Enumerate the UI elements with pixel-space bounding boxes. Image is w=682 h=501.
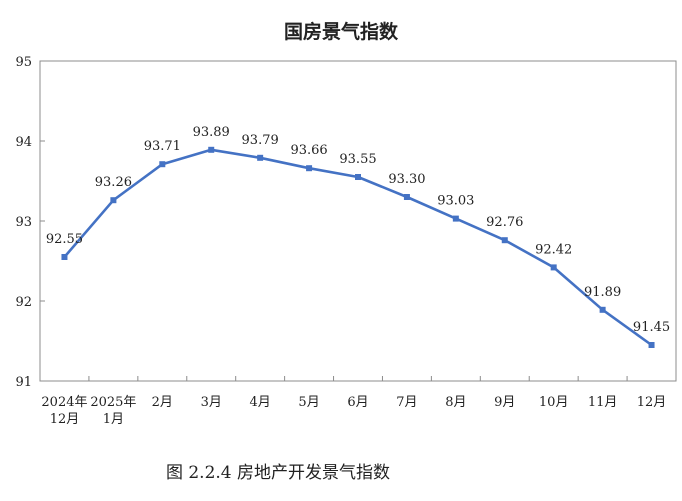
x-tick-label: 5月 — [298, 395, 319, 410]
x-tick-label: 12月 — [50, 412, 80, 427]
data-point — [306, 165, 313, 172]
x-tick-label: 6月 — [347, 395, 368, 410]
data-label: 92.76 — [486, 215, 523, 230]
x-tick-label: 1月 — [103, 412, 124, 427]
axes — [39, 60, 677, 382]
figure-caption: 图 2.2.4 房地产开发景气指数 — [166, 463, 390, 483]
data-point — [110, 197, 117, 204]
data-label: 93.55 — [339, 152, 376, 167]
x-tick-label: 4月 — [250, 395, 271, 410]
y-tick-label: 91 — [15, 375, 32, 390]
x-tick-labels: 2024年 12月 2025年 1月 2月 3月 4月 5月 6月 7月 8月 9月 10月 11月 12月 — [41, 395, 666, 427]
x-tick-label: 8月 — [445, 395, 466, 410]
data-point — [550, 264, 557, 271]
data-point — [355, 174, 361, 180]
data-point — [208, 146, 215, 153]
data-label: 92.42 — [535, 242, 572, 257]
y-tick-label: 94 — [15, 135, 32, 150]
chart-title: 国房景气指数 — [284, 20, 399, 43]
data-label: 93.79 — [242, 133, 279, 148]
y-tick-labels: 91 92 93 94 95 — [15, 55, 32, 390]
data-point — [648, 342, 655, 348]
y-tick-label: 95 — [15, 55, 32, 70]
plot-frame — [39, 60, 677, 382]
data-label: 93.30 — [388, 172, 425, 187]
data-labels: 92.55 93.26 93.71 93.89 93.79 93.66 93.55 93.30… — [46, 125, 670, 335]
data-label: 92.55 — [46, 232, 83, 247]
data-label: 91.45 — [633, 320, 670, 335]
data-label: 93.71 — [144, 139, 181, 154]
x-tick-label: 2月 — [152, 395, 173, 410]
data-point — [599, 306, 606, 313]
x-tick-label: 7月 — [396, 395, 417, 410]
data-point — [452, 215, 459, 222]
y-tick-label: 93 — [15, 215, 32, 230]
data-point — [159, 161, 166, 168]
x-tick-label: 10月 — [539, 395, 569, 410]
data-label: 93.66 — [290, 143, 327, 158]
data-point — [501, 237, 508, 244]
x-tick-label: 12月 — [637, 395, 667, 410]
data-label: 91.89 — [584, 285, 621, 300]
x-tick-label: 11月 — [588, 395, 618, 410]
y-tick-label: 92 — [15, 295, 32, 310]
x-tick-label: 2024年 — [41, 395, 87, 410]
data-point — [403, 194, 410, 200]
data-label: 93.26 — [95, 175, 132, 190]
x-tick-label: 9月 — [494, 395, 515, 410]
data-points — [61, 146, 655, 348]
data-label: 93.03 — [437, 194, 474, 209]
data-point — [257, 154, 264, 161]
x-tick-label: 3月 — [201, 395, 222, 410]
x-tick-label: 2025年 — [90, 395, 136, 410]
data-label: 93.89 — [193, 125, 230, 140]
data-point — [61, 254, 68, 260]
